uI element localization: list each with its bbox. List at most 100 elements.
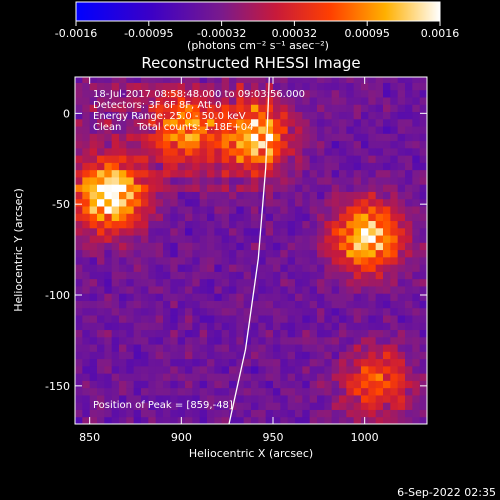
heatmap-cell	[251, 82, 259, 91]
heatmap-cell	[295, 264, 303, 272]
heatmap-cell	[324, 140, 333, 149]
heatmap-cell	[287, 198, 296, 207]
heatmap-cell	[309, 162, 318, 171]
heatmap-cell	[111, 155, 120, 163]
heatmap-cell	[155, 227, 164, 236]
heatmap-cell	[273, 380, 281, 389]
heatmap-cell	[346, 322, 355, 331]
heatmap-cell	[295, 394, 303, 403]
heatmap-cell	[163, 111, 171, 120]
colorbar-ticks: -0.0016 -0.00095 -0.00032 0.00032 0.00095 0.0…	[55, 21, 459, 40]
heatmap-cell	[375, 322, 384, 331]
heatmap-cell	[89, 242, 98, 251]
heatmap-cell	[324, 205, 333, 214]
heatmap-cell	[199, 126, 208, 134]
heatmap-cell	[258, 394, 267, 403]
heatmap-cell	[258, 133, 267, 142]
heatmap-cell	[221, 380, 230, 389]
heatmap-cell	[251, 118, 259, 127]
heatmap-cell	[251, 416, 259, 424]
heatmap-cell	[265, 147, 274, 156]
heatmap-cell	[324, 118, 333, 127]
heatmap-cell	[141, 285, 149, 294]
heatmap-cell	[265, 285, 274, 294]
heatmap-cell	[155, 278, 164, 287]
heatmap-cell	[75, 293, 83, 301]
heatmap-cell	[353, 118, 362, 127]
heatmap-cell	[383, 213, 391, 222]
heatmap-cell	[317, 118, 325, 127]
heatmap-cell	[148, 220, 157, 229]
heatmap-cell	[229, 249, 237, 258]
heatmap-cell	[353, 285, 362, 294]
heatmap-cell	[339, 249, 347, 258]
heatmap-cell	[89, 118, 98, 127]
heatmap-cell	[177, 205, 186, 214]
heatmap-cell	[280, 416, 289, 424]
heatmap-cell	[104, 329, 113, 338]
heatmap-cell	[82, 89, 91, 98]
heatmap-cell	[309, 307, 318, 316]
heatmap-cell	[383, 205, 391, 214]
heatmap-cell	[155, 82, 164, 91]
heatmap-cell	[331, 256, 340, 265]
heatmap-cell	[111, 300, 120, 309]
heatmap-cell	[419, 329, 427, 338]
heatmap-cell	[295, 220, 303, 229]
heatmap-cell	[324, 227, 333, 236]
heatmap-cell	[89, 285, 98, 294]
heatmap-cell	[141, 256, 149, 265]
heatmap-cell	[331, 96, 340, 105]
heatmap-cell	[273, 155, 281, 163]
heatmap-cell	[405, 96, 413, 105]
heatmap-cell	[89, 169, 98, 178]
heatmap-cell	[251, 329, 259, 338]
heatmap-cell	[236, 162, 245, 171]
heatmap-cell	[280, 126, 289, 134]
heatmap-cell	[375, 293, 384, 301]
heatmap-cell	[155, 307, 164, 316]
heatmap-cell	[170, 184, 179, 192]
heatmap-cell	[236, 111, 245, 120]
heatmap-cell	[317, 227, 325, 236]
heatmap-cell	[163, 198, 171, 207]
heatmap-cell	[397, 285, 406, 294]
heatmap-cell	[419, 402, 427, 410]
heatmap-cell	[119, 77, 127, 83]
heatmap-cell	[185, 213, 193, 222]
heatmap-cell	[126, 235, 135, 243]
heatmap-cell	[258, 89, 267, 98]
heatmap-cell	[265, 220, 274, 229]
heatmap-cell	[141, 198, 149, 207]
heatmap-cell	[207, 140, 215, 149]
heatmap-cell	[265, 394, 274, 403]
heatmap-cell	[199, 365, 208, 374]
heatmap-cell	[405, 205, 413, 214]
heatmap-cell	[214, 77, 223, 83]
heatmap-cell	[368, 329, 377, 338]
heatmap-cell	[412, 336, 421, 345]
heatmap-cell	[177, 89, 186, 98]
heatmap-cell	[97, 205, 105, 214]
heatmap-cell	[243, 373, 252, 381]
heatmap-cell	[361, 111, 369, 120]
heatmap-cell	[309, 336, 318, 345]
heatmap-cell	[185, 162, 193, 171]
heatmap-cell	[199, 147, 208, 156]
heatmap-cell	[214, 394, 223, 403]
heatmap-cell	[170, 176, 179, 185]
heatmap-cell	[375, 82, 384, 91]
chart-title: Reconstructed RHESSI Image	[141, 54, 360, 72]
heatmap-cell	[243, 300, 252, 309]
heatmap-cell	[368, 264, 377, 272]
heatmap-cell	[375, 409, 384, 418]
heatmap-cell	[141, 184, 149, 192]
heatmap-cell	[111, 293, 120, 301]
heatmap-cell	[104, 293, 113, 301]
heatmap-cell	[405, 249, 413, 258]
heatmap-cell	[148, 336, 157, 345]
heatmap-cell	[177, 351, 186, 360]
heatmap-cell	[185, 307, 193, 316]
heatmap-cell	[383, 336, 391, 345]
heatmap-cell	[163, 409, 171, 418]
